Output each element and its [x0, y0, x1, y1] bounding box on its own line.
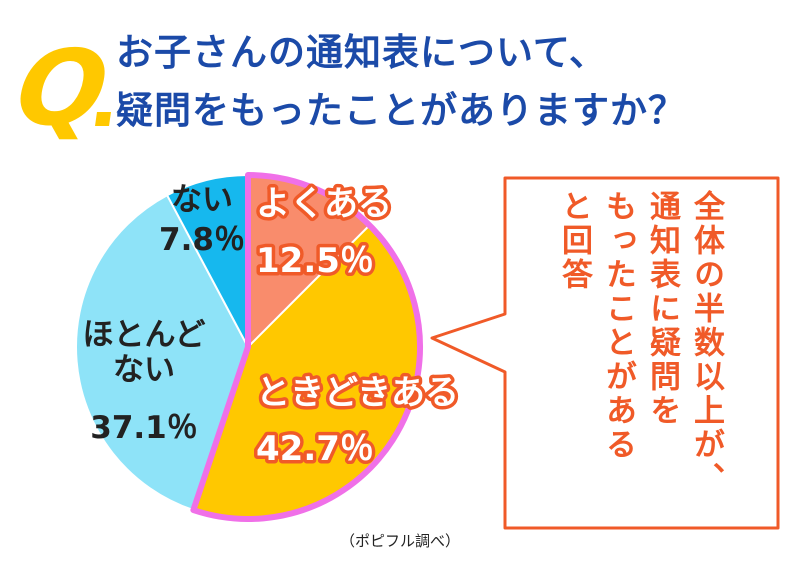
callout-column-2: 通知表に疑問を	[644, 190, 680, 428]
slice-label-1: よくある	[256, 184, 392, 224]
callout-column-1: 全体の半数以上が、	[688, 190, 724, 496]
question-title-line-1: お子さんの通知表について、	[116, 31, 608, 74]
slice-value-2: 42.7％	[256, 429, 374, 469]
slice-value-1: 12.5％	[256, 241, 374, 281]
slice-label-2: ときどきある	[256, 373, 459, 413]
highlight-outline	[190, 172, 423, 522]
callout-text: 全体の半数以上が、 通知表に疑問を もったことがある と回答	[520, 190, 740, 510]
highlight-border	[190, 172, 423, 522]
slice-label-3-line-1: ほとんど	[82, 317, 205, 353]
slice-value-3: 37.1％	[90, 410, 198, 446]
source-note: （ポピフル調べ）	[340, 532, 461, 550]
callout-column-4: と回答	[556, 190, 592, 292]
pie-slices	[75, 173, 421, 520]
question-title-line-2: 疑問をもったことがありますか？	[116, 89, 686, 132]
callout-column-3: もったことがある	[600, 190, 636, 462]
slice-label-3-line-2: ない	[113, 352, 175, 388]
callout-bubble	[430, 176, 780, 530]
pie-slice-3	[75, 193, 250, 512]
slice-label-4: ない	[171, 182, 233, 218]
slice-value-4: 7.8％	[159, 222, 245, 258]
